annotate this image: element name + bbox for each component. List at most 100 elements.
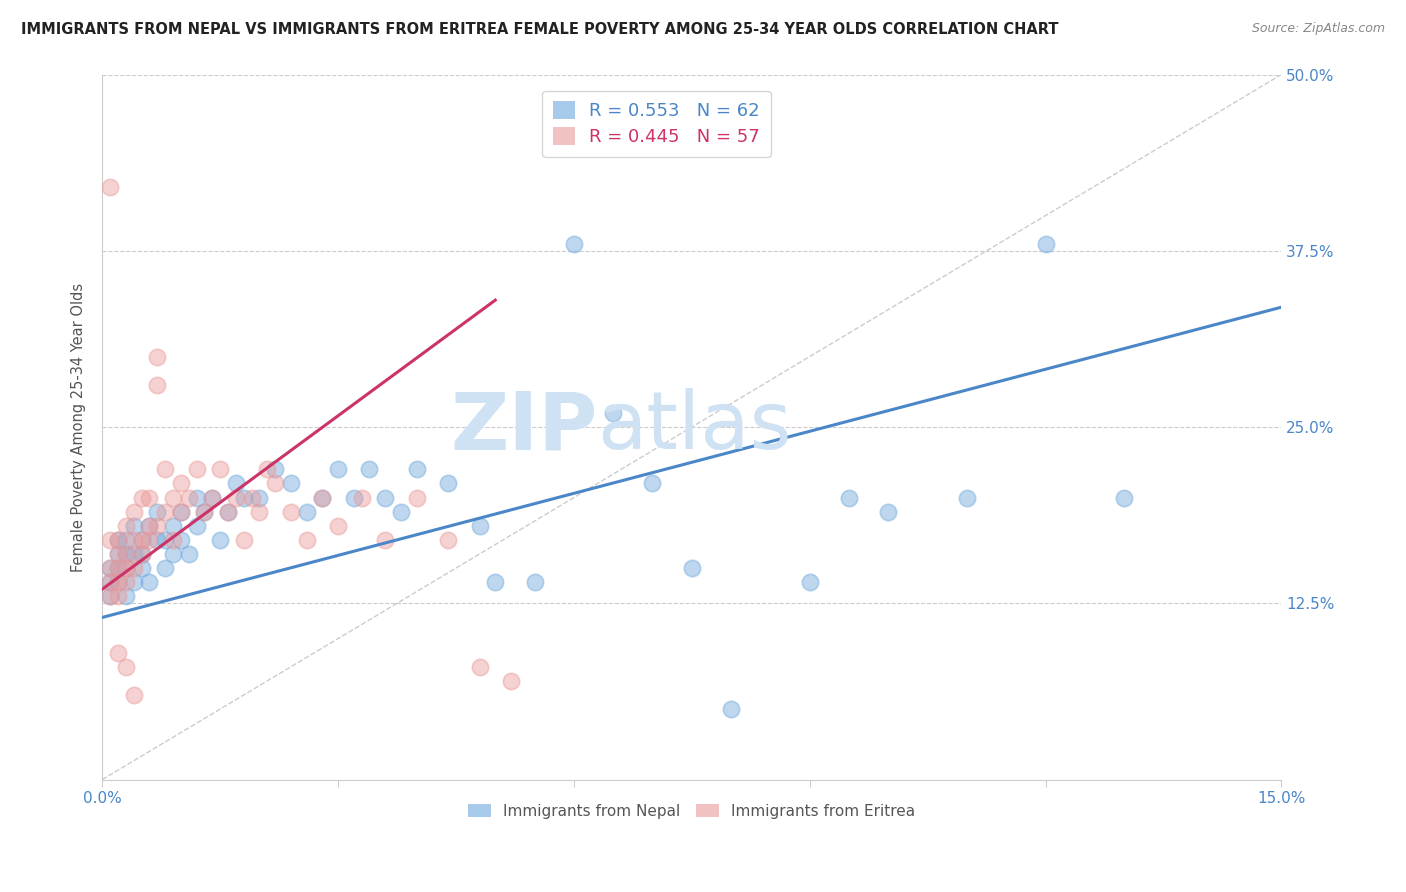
- Point: [153, 561, 176, 575]
- Point: [264, 476, 287, 491]
- Point: [295, 505, 318, 519]
- Point: [232, 491, 254, 505]
- Point: [405, 491, 427, 505]
- Point: [107, 561, 129, 575]
- Point: [217, 505, 239, 519]
- Point: [437, 533, 460, 547]
- Point: [437, 476, 460, 491]
- Point: [131, 491, 153, 505]
- Point: [162, 533, 184, 547]
- Text: IMMIGRANTS FROM NEPAL VS IMMIGRANTS FROM ERITREA FEMALE POVERTY AMONG 25-34 YEAR: IMMIGRANTS FROM NEPAL VS IMMIGRANTS FROM…: [21, 22, 1059, 37]
- Point: [107, 547, 129, 561]
- Point: [153, 462, 176, 476]
- Point: [146, 533, 169, 547]
- Point: [114, 561, 136, 575]
- Point: [162, 491, 184, 505]
- Point: [799, 575, 821, 590]
- Point: [107, 533, 129, 547]
- Point: [311, 491, 333, 505]
- Point: [225, 491, 247, 505]
- Point: [138, 491, 160, 505]
- Point: [405, 462, 427, 476]
- Point: [326, 518, 349, 533]
- Point: [131, 547, 153, 561]
- Point: [98, 561, 121, 575]
- Point: [122, 575, 145, 590]
- Text: Source: ZipAtlas.com: Source: ZipAtlas.com: [1251, 22, 1385, 36]
- Legend: Immigrants from Nepal, Immigrants from Eritrea: Immigrants from Nepal, Immigrants from E…: [463, 797, 921, 825]
- Point: [201, 491, 224, 505]
- Point: [98, 533, 121, 547]
- Point: [122, 518, 145, 533]
- Point: [1114, 491, 1136, 505]
- Point: [146, 377, 169, 392]
- Text: atlas: atlas: [598, 388, 792, 466]
- Point: [170, 476, 193, 491]
- Point: [523, 575, 546, 590]
- Point: [209, 462, 232, 476]
- Point: [681, 561, 703, 575]
- Point: [956, 491, 979, 505]
- Point: [217, 505, 239, 519]
- Point: [468, 660, 491, 674]
- Point: [114, 660, 136, 674]
- Point: [146, 350, 169, 364]
- Point: [122, 533, 145, 547]
- Point: [326, 462, 349, 476]
- Point: [107, 561, 129, 575]
- Point: [98, 180, 121, 194]
- Point: [131, 547, 153, 561]
- Point: [98, 589, 121, 603]
- Point: [153, 505, 176, 519]
- Point: [186, 518, 208, 533]
- Point: [107, 547, 129, 561]
- Point: [131, 533, 153, 547]
- Point: [232, 533, 254, 547]
- Point: [374, 491, 396, 505]
- Point: [177, 547, 200, 561]
- Point: [1035, 236, 1057, 251]
- Point: [468, 518, 491, 533]
- Point: [209, 533, 232, 547]
- Point: [114, 589, 136, 603]
- Point: [170, 505, 193, 519]
- Point: [138, 533, 160, 547]
- Point: [98, 575, 121, 590]
- Point: [602, 406, 624, 420]
- Point: [114, 547, 136, 561]
- Point: [641, 476, 664, 491]
- Point: [193, 505, 215, 519]
- Point: [131, 533, 153, 547]
- Point: [138, 575, 160, 590]
- Point: [122, 505, 145, 519]
- Point: [114, 533, 136, 547]
- Point: [311, 491, 333, 505]
- Y-axis label: Female Poverty Among 25-34 Year Olds: Female Poverty Among 25-34 Year Olds: [72, 283, 86, 572]
- Point: [162, 547, 184, 561]
- Point: [131, 561, 153, 575]
- Point: [107, 575, 129, 590]
- Point: [146, 518, 169, 533]
- Point: [720, 702, 742, 716]
- Point: [170, 505, 193, 519]
- Point: [484, 575, 506, 590]
- Point: [225, 476, 247, 491]
- Point: [249, 491, 271, 505]
- Point: [280, 476, 302, 491]
- Point: [389, 505, 412, 519]
- Point: [186, 462, 208, 476]
- Point: [114, 561, 136, 575]
- Point: [499, 673, 522, 688]
- Point: [107, 575, 129, 590]
- Point: [98, 575, 121, 590]
- Point: [138, 518, 160, 533]
- Point: [162, 518, 184, 533]
- Point: [359, 462, 381, 476]
- Point: [114, 518, 136, 533]
- Point: [138, 518, 160, 533]
- Point: [193, 505, 215, 519]
- Point: [107, 533, 129, 547]
- Point: [374, 533, 396, 547]
- Point: [122, 561, 145, 575]
- Point: [107, 589, 129, 603]
